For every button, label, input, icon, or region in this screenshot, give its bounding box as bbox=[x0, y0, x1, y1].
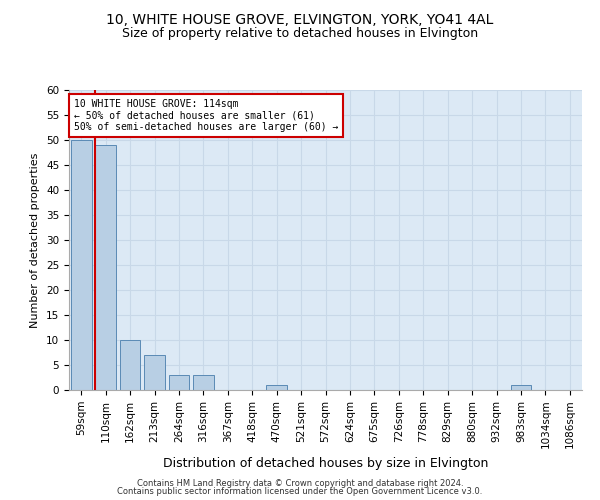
Bar bbox=[95, 145, 116, 390]
Bar bbox=[119, 340, 140, 390]
Y-axis label: Number of detached properties: Number of detached properties bbox=[31, 152, 40, 328]
Bar bbox=[71, 140, 92, 390]
Bar bbox=[193, 375, 214, 390]
Bar bbox=[144, 355, 165, 390]
Text: Size of property relative to detached houses in Elvington: Size of property relative to detached ho… bbox=[122, 28, 478, 40]
Text: Contains HM Land Registry data © Crown copyright and database right 2024.: Contains HM Land Registry data © Crown c… bbox=[137, 478, 463, 488]
Text: 10, WHITE HOUSE GROVE, ELVINGTON, YORK, YO41 4AL: 10, WHITE HOUSE GROVE, ELVINGTON, YORK, … bbox=[106, 12, 494, 26]
Text: 10 WHITE HOUSE GROVE: 114sqm
← 50% of detached houses are smaller (61)
50% of se: 10 WHITE HOUSE GROVE: 114sqm ← 50% of de… bbox=[74, 99, 338, 132]
Bar bbox=[511, 385, 532, 390]
Text: Contains public sector information licensed under the Open Government Licence v3: Contains public sector information licen… bbox=[118, 487, 482, 496]
X-axis label: Distribution of detached houses by size in Elvington: Distribution of detached houses by size … bbox=[163, 456, 488, 469]
Bar bbox=[169, 375, 190, 390]
Bar bbox=[266, 385, 287, 390]
